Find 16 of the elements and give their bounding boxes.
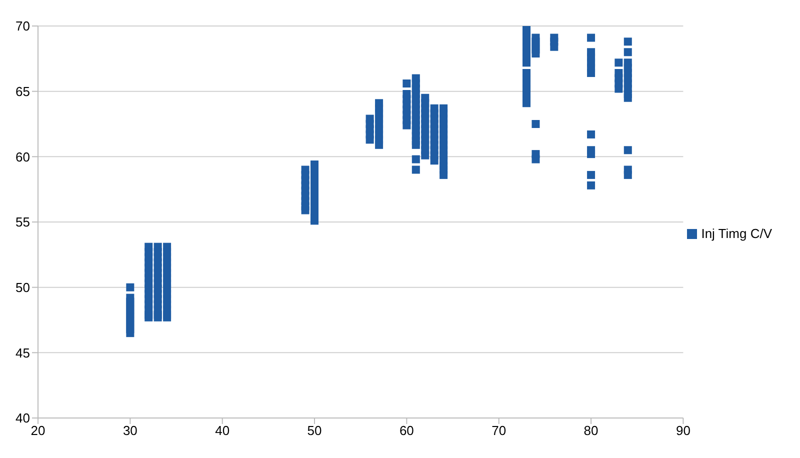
x-tick-label: 40 bbox=[215, 423, 230, 438]
y-tick-label: 70 bbox=[16, 18, 30, 34]
y-tick-label: 45 bbox=[16, 345, 30, 360]
x-tick-label: 20 bbox=[30, 423, 46, 438]
x-tick-label: 70 bbox=[492, 423, 506, 438]
x-tick-label: 80 bbox=[584, 423, 598, 438]
x-tick-label: 60 bbox=[399, 423, 414, 438]
y-tick-label: 60 bbox=[16, 149, 30, 164]
y-tick-label: 40 bbox=[16, 410, 30, 426]
y-tick-label: 50 bbox=[16, 280, 30, 295]
x-tick-label: 90 bbox=[676, 423, 690, 438]
x-tick-label: 50 bbox=[307, 423, 322, 438]
y-tick-label: 65 bbox=[16, 84, 30, 99]
legend-label: Inj Timg C/V bbox=[701, 226, 772, 240]
y-tick-label: 55 bbox=[16, 214, 30, 230]
x-tick-label: 30 bbox=[122, 423, 138, 438]
